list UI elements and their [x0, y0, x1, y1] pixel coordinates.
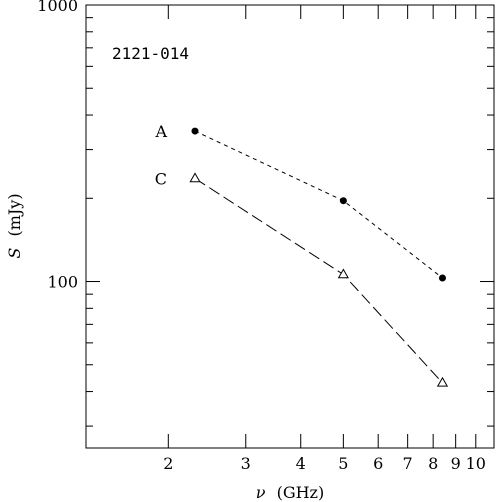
data-point-c: [436, 376, 449, 387]
series-labels: AC: [154, 122, 167, 188]
y-axis-symbol: S: [5, 248, 24, 259]
data-point-c: [337, 268, 349, 279]
x-axis-ticks: 2 3 4 5 6 7 8 9 10: [163, 5, 486, 473]
series-line-a: [194, 130, 443, 279]
source-annotation: 2121-014: [112, 44, 189, 63]
x-tick-label: 10: [466, 454, 486, 473]
x-tick-label: 7: [403, 454, 413, 473]
x-tick-label: 2: [163, 454, 173, 473]
y-axis-title: S (mJy): [5, 193, 24, 258]
data-point-c: [189, 172, 201, 183]
x-axis-symbol: ν: [256, 483, 266, 502]
data-point-a: [191, 127, 199, 135]
series-line-c: [194, 177, 443, 384]
y-tick-label: 1000: [37, 0, 78, 15]
series-markers: [189, 127, 449, 387]
x-tick-label: 6: [373, 454, 383, 473]
x-axis-unit: (GHz): [277, 483, 325, 502]
x-tick-label: 9: [451, 454, 461, 473]
data-point-a: [339, 197, 347, 205]
x-tick-label: 8: [428, 454, 438, 473]
x-tick-label: 3: [241, 454, 251, 473]
plot-frame: [85, 4, 495, 449]
x-axis-title: ν (GHz): [256, 483, 324, 502]
y-axis-unit: (mJy): [5, 193, 24, 236]
series-label-c: C: [155, 169, 167, 188]
y-tick-label: 100: [47, 273, 78, 292]
y-axis-ticks: 100 1000: [37, 0, 494, 427]
x-tick-label: 5: [338, 454, 348, 473]
x-tick-label: 4: [296, 454, 306, 473]
series-label-a: A: [154, 122, 167, 141]
series-lines: [194, 130, 443, 384]
data-point-a: [438, 274, 446, 282]
